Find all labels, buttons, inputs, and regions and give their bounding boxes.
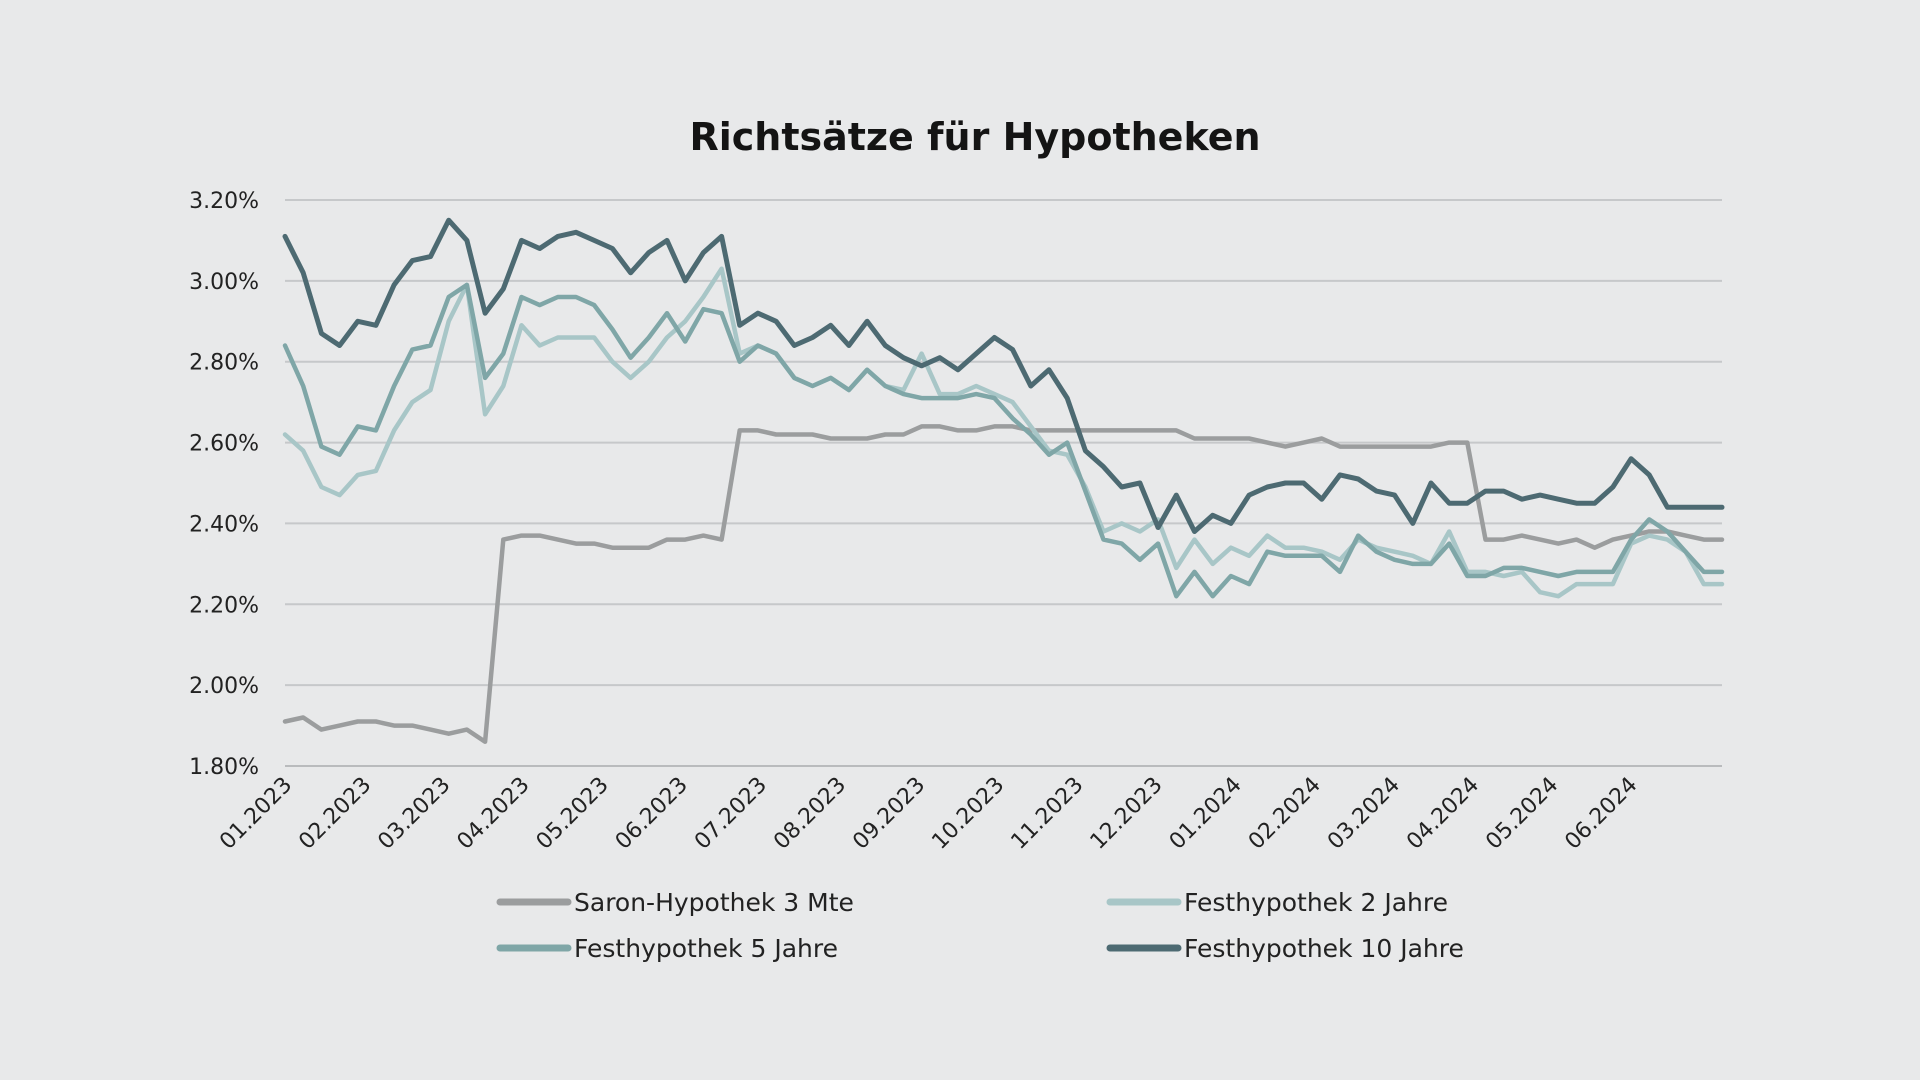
series-line-1 <box>282 424 1725 744</box>
x-tick-label: 08.2023 <box>769 773 851 855</box>
x-tick-label: 10.2023 <box>927 773 1009 855</box>
y-tick-label: 2.40% <box>189 512 259 537</box>
legend: Saron-Hypothek 3 Mte Festhypothek 2 Jahre… <box>496 888 1464 963</box>
legend-label: Festhypothek 2 Jahre <box>1184 888 1448 917</box>
x-tick-label: 03.2024 <box>1323 773 1405 855</box>
y-tick-label: 2.80% <box>189 351 259 376</box>
series-line-3 <box>282 282 1725 599</box>
x-tick-label: 04.2024 <box>1402 773 1484 855</box>
y-tick-label: 3.20% <box>189 189 259 214</box>
y-tick-label: 2.60% <box>189 432 259 457</box>
x-tick-label: 05.2023 <box>532 773 614 855</box>
series-layer <box>282 217 1725 744</box>
grid-layer <box>285 199 1722 767</box>
x-tick-label: 11.2023 <box>1007 773 1089 855</box>
x-tick-label: 07.2023 <box>690 773 772 855</box>
x-tick-label: 09.2023 <box>848 773 930 855</box>
legend-label: Festhypothek 5 Jahre <box>574 934 838 963</box>
chart-title: Richtsätze für Hypotheken <box>689 115 1260 159</box>
series-line-2 <box>282 266 1725 599</box>
x-tick-label: 01.2024 <box>1165 773 1247 855</box>
legend-label: Festhypothek 10 Jahre <box>1184 934 1464 963</box>
y-axis: 1.80% 2.00% 2.20% 2.40% 2.60% 2.80% 3.00% 3.20% <box>189 189 259 780</box>
y-tick-label: 1.80% <box>189 755 259 780</box>
x-tick-label: 06.2024 <box>1560 773 1642 855</box>
x-tick-label: 03.2023 <box>373 773 455 855</box>
x-axis: 01.202302.202303.202304.202305.202306.20… <box>215 773 1642 855</box>
x-tick-label: 12.2023 <box>1086 773 1168 855</box>
y-tick-label: 2.20% <box>189 593 259 618</box>
x-tick-label: 05.2024 <box>1481 773 1563 855</box>
x-tick-label: 06.2023 <box>611 773 693 855</box>
x-tick-label: 04.2023 <box>453 773 535 855</box>
y-tick-label: 2.00% <box>189 674 259 699</box>
x-tick-label: 02.2024 <box>1244 773 1326 855</box>
y-tick-label: 3.00% <box>189 270 259 295</box>
legend-label: Saron-Hypothek 3 Mte <box>574 888 854 917</box>
series-line-4 <box>282 217 1725 534</box>
x-tick-label: 01.2023 <box>215 773 297 855</box>
x-tick-label: 02.2023 <box>294 773 376 855</box>
